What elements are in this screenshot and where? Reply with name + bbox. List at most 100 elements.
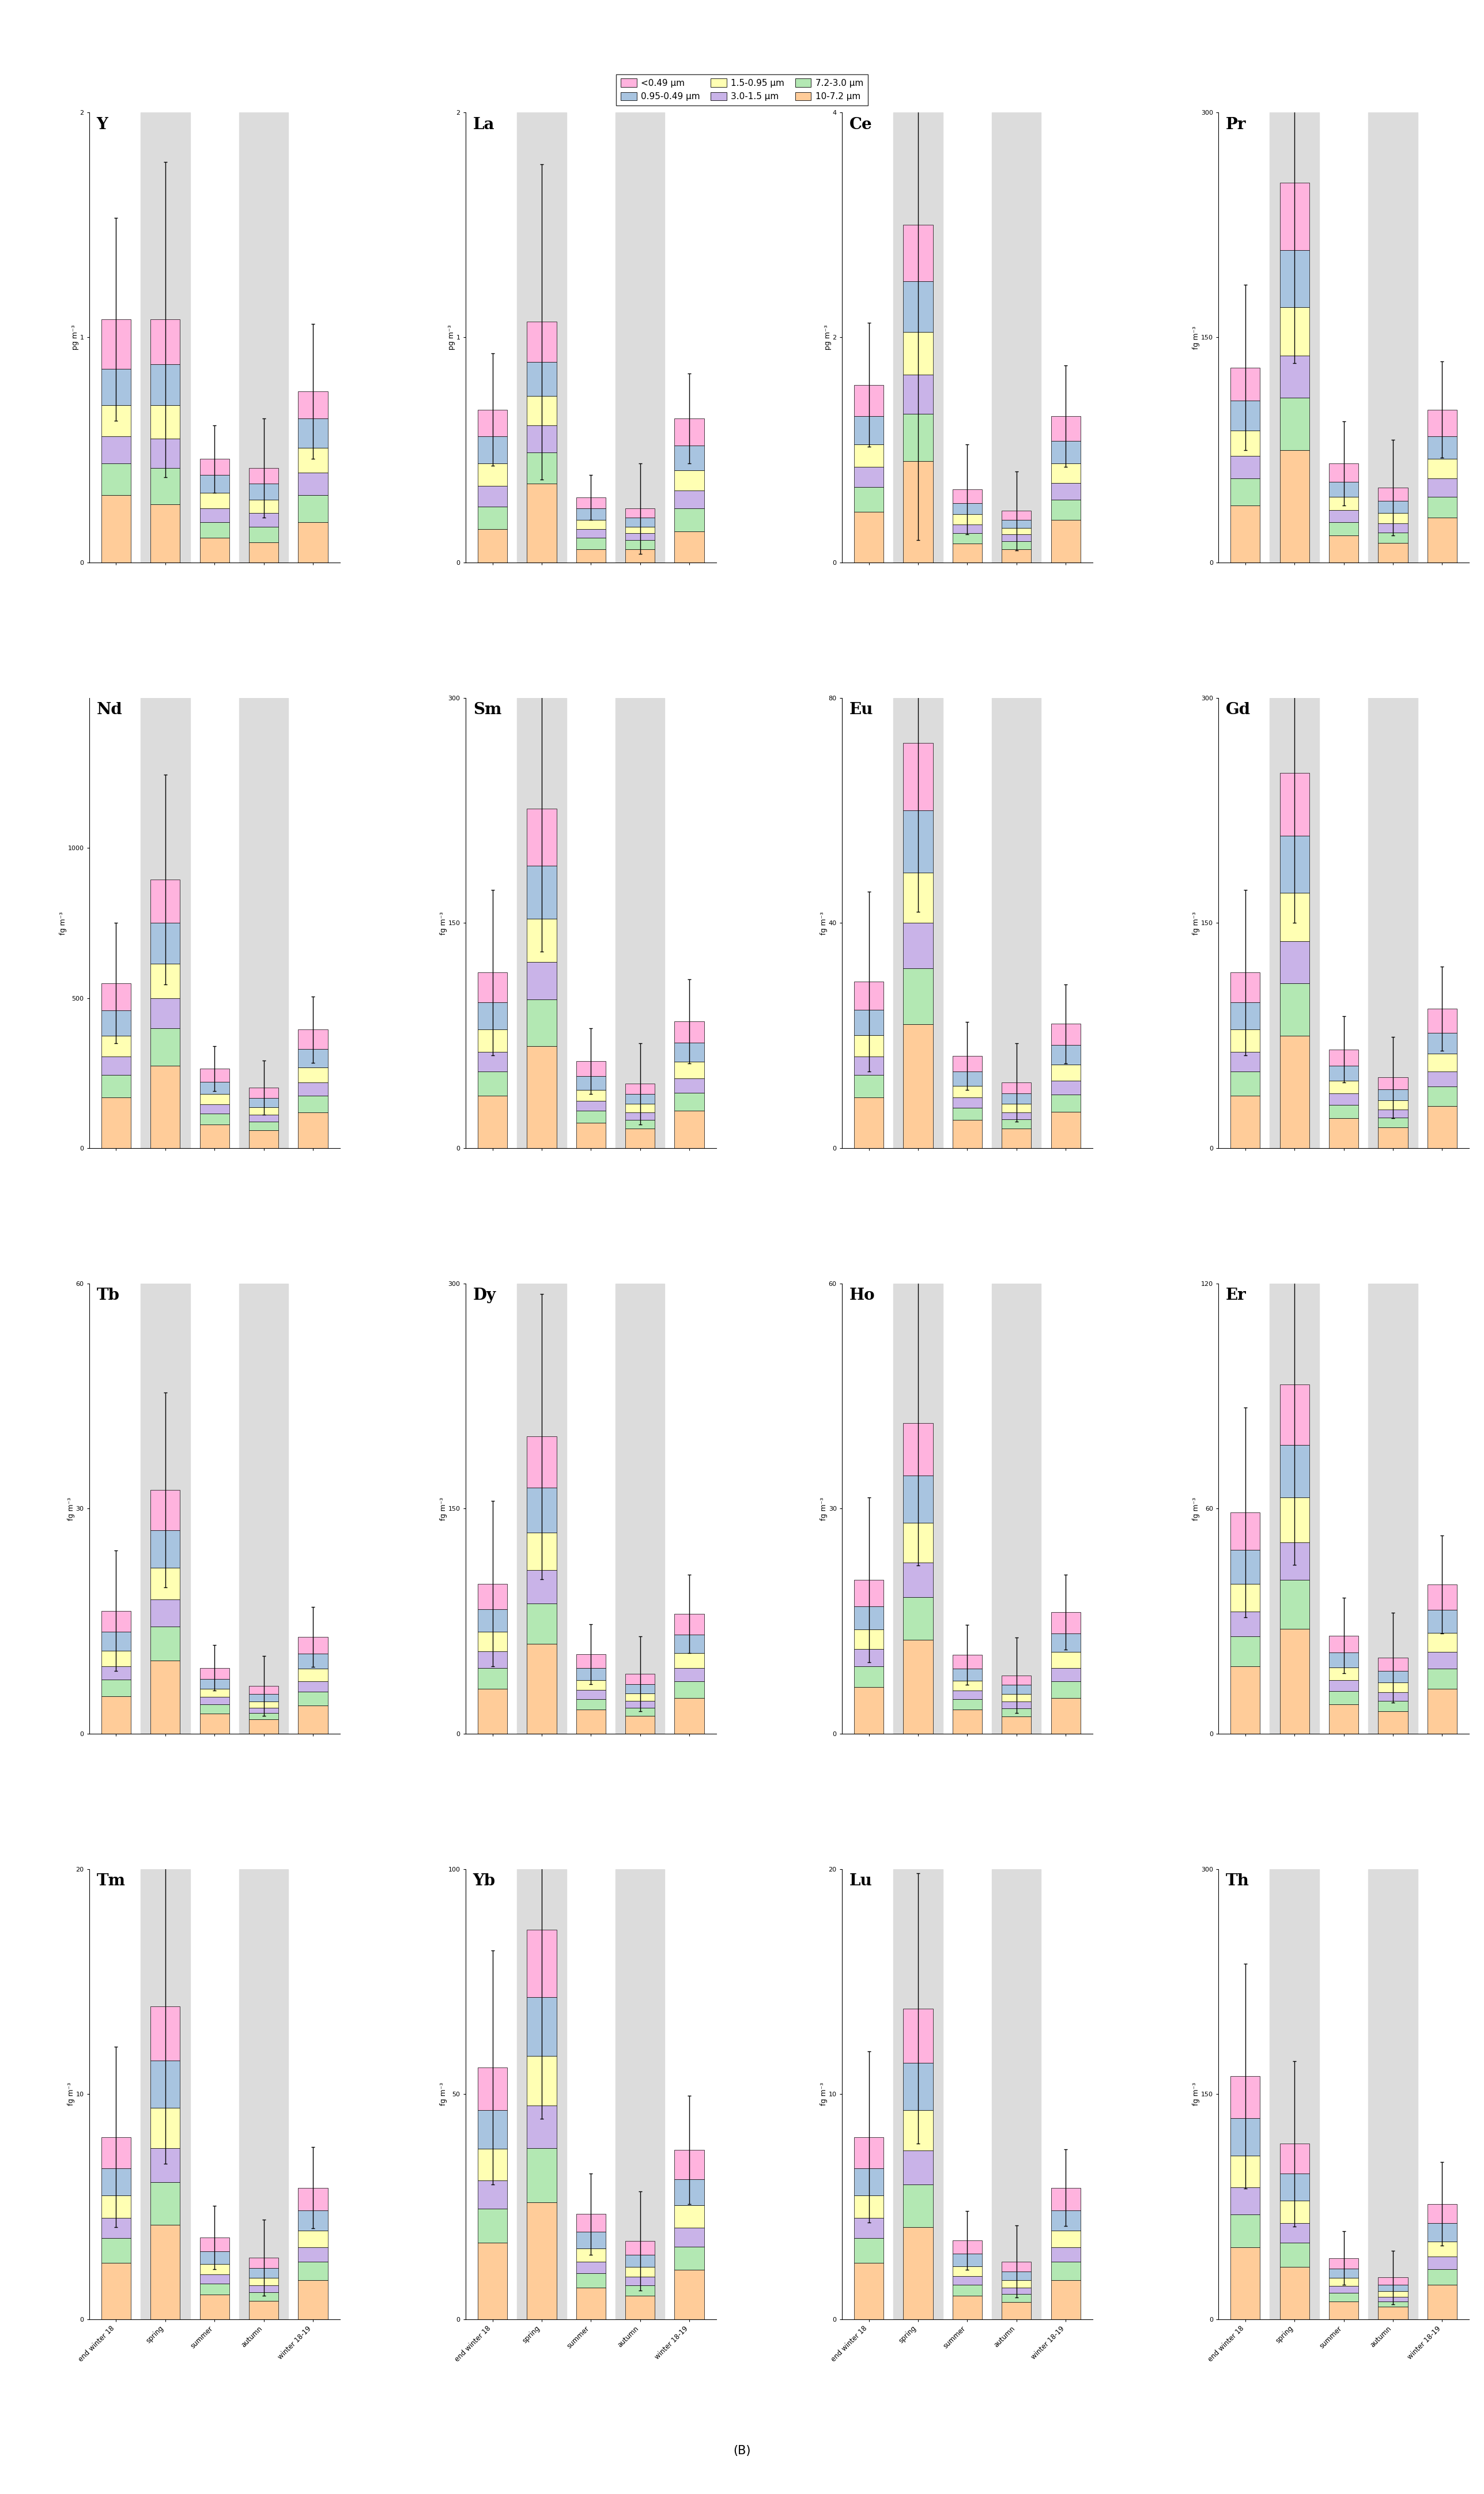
Bar — [1051, 1065, 1080, 1080]
Bar — [675, 531, 703, 564]
Bar — [298, 1654, 328, 1668]
Bar — [200, 1688, 229, 1696]
Bar — [1428, 2205, 1457, 2222]
Bar — [855, 444, 883, 466]
Bar — [675, 1681, 703, 1698]
Bar — [1379, 2302, 1408, 2307]
Bar — [953, 504, 982, 514]
Bar — [1230, 2075, 1260, 2117]
Bar — [1330, 2287, 1358, 2292]
Bar — [298, 1082, 328, 1095]
Y-axis label: fg m⁻³: fg m⁻³ — [1193, 2082, 1201, 2105]
Text: Lu: Lu — [849, 1873, 873, 1888]
Bar — [675, 419, 703, 446]
Bar — [150, 504, 180, 564]
Bar — [101, 496, 131, 564]
Bar — [298, 1668, 328, 1681]
Bar — [576, 2287, 605, 2319]
Bar — [855, 1606, 883, 1629]
Bar — [200, 509, 229, 521]
Bar — [527, 426, 556, 451]
Bar — [1270, 1868, 1319, 2319]
Bar — [893, 1868, 942, 2319]
Bar — [101, 1666, 131, 1681]
Bar — [527, 1000, 556, 1045]
Bar — [298, 1681, 328, 1691]
Bar — [576, 1060, 605, 1077]
Bar — [478, 464, 508, 486]
Bar — [478, 1003, 508, 1030]
Bar — [616, 1284, 665, 1733]
Bar — [478, 409, 508, 436]
Bar — [1379, 1711, 1408, 1733]
Bar — [904, 1524, 933, 1564]
Bar — [1230, 1003, 1260, 1030]
Bar — [1051, 1045, 1080, 1065]
Bar — [904, 282, 933, 332]
Bar — [101, 2137, 131, 2167]
Bar — [298, 1067, 328, 1082]
Bar — [855, 2195, 883, 2217]
Bar — [249, 2302, 279, 2319]
Bar — [298, 2262, 328, 2280]
Bar — [1279, 835, 1309, 893]
Text: Er: Er — [1226, 1287, 1247, 1304]
Bar — [1002, 529, 1031, 534]
Bar — [249, 2270, 279, 2277]
Bar — [1379, 1691, 1408, 1701]
Bar — [904, 743, 933, 811]
Bar — [855, 983, 883, 1010]
Bar — [625, 2267, 654, 2277]
Bar — [1230, 1549, 1260, 1584]
Bar — [855, 1649, 883, 1666]
Bar — [953, 2267, 982, 2277]
Bar — [675, 1062, 703, 1077]
Bar — [1051, 1698, 1080, 1733]
Bar — [675, 2227, 703, 2247]
Bar — [101, 404, 131, 436]
Bar — [1428, 496, 1457, 519]
Bar — [1279, 893, 1309, 940]
Bar — [1002, 2302, 1031, 2319]
Bar — [101, 319, 131, 369]
Bar — [1002, 1716, 1031, 1733]
Bar — [200, 2265, 229, 2275]
Bar — [1051, 2210, 1080, 2230]
Bar — [298, 1050, 328, 1067]
Bar — [855, 1035, 883, 1057]
Bar — [1379, 544, 1408, 564]
Bar — [249, 1708, 279, 1713]
Bar — [904, 1596, 933, 1641]
Bar — [478, 1030, 508, 1052]
Bar — [675, 1668, 703, 1681]
Bar — [1379, 2285, 1408, 2292]
Bar — [1002, 1105, 1031, 1112]
Bar — [1379, 2307, 1408, 2319]
Bar — [904, 1025, 933, 1147]
Bar — [150, 963, 180, 998]
Bar — [1428, 409, 1457, 436]
Bar — [625, 2285, 654, 2297]
Bar — [904, 1424, 933, 1476]
Bar — [1002, 2280, 1031, 2287]
Text: Tb: Tb — [96, 1287, 120, 1304]
Bar — [991, 1868, 1042, 2319]
Bar — [150, 923, 180, 963]
Bar — [200, 521, 229, 539]
Bar — [1230, 1511, 1260, 1549]
Bar — [953, 2297, 982, 2319]
Y-axis label: fg m⁻³: fg m⁻³ — [821, 910, 828, 935]
Bar — [1330, 1681, 1358, 1691]
Bar — [1379, 1701, 1408, 1711]
Bar — [1230, 431, 1260, 456]
Bar — [1002, 541, 1031, 549]
Y-axis label: fg m⁻³: fg m⁻³ — [67, 2082, 74, 2105]
Bar — [1368, 112, 1417, 564]
Bar — [576, 2262, 605, 2275]
Bar — [1279, 2200, 1309, 2222]
Bar — [675, 491, 703, 509]
Bar — [478, 486, 508, 506]
Bar — [576, 2275, 605, 2287]
Bar — [893, 698, 942, 1147]
Y-axis label: fg m⁻³: fg m⁻³ — [1193, 1496, 1201, 1521]
